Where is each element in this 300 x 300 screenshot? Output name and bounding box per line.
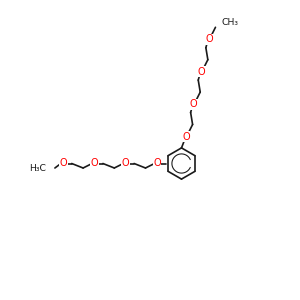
Text: O: O — [91, 158, 98, 169]
Text: O: O — [190, 99, 197, 109]
Text: CH₃: CH₃ — [221, 18, 239, 27]
Text: H₃C: H₃C — [29, 164, 46, 172]
Text: O: O — [205, 34, 213, 44]
Text: O: O — [182, 131, 190, 142]
Text: O: O — [153, 158, 161, 169]
Text: O: O — [122, 158, 130, 169]
Text: O: O — [59, 158, 67, 169]
Text: O: O — [197, 67, 205, 77]
